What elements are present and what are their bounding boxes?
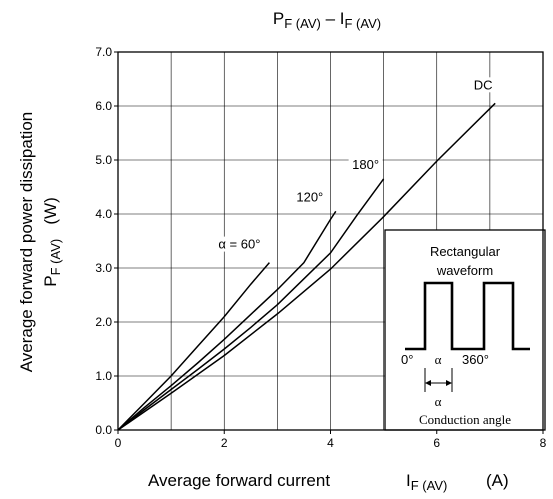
- y-sub: F (AV): [48, 239, 63, 276]
- x-unit: (A): [486, 471, 509, 490]
- series-label-bg: [473, 77, 493, 93]
- x-tick-label: 8: [540, 436, 547, 450]
- title-dash: –: [321, 9, 340, 28]
- chart-title: PF (AV) – IF (AV): [273, 9, 381, 31]
- inset-box: [384, 229, 546, 431]
- series-line: [117, 262, 270, 431]
- series-label-bg: [348, 156, 383, 172]
- x-tick-label: 6: [433, 436, 440, 450]
- y-tick-label: 0.0: [95, 423, 112, 437]
- x-label-text: Average forward current: [148, 471, 330, 490]
- series-label: α = 60°: [218, 237, 260, 252]
- y-tick-label: 6.0: [95, 99, 112, 113]
- y-axis-label: Average forward power dissipation PF (AV…: [17, 112, 63, 373]
- series-lines: [117, 102, 496, 431]
- y-tick-label: 2.0: [95, 315, 112, 329]
- series-labels: α = 60° 120° 180° DC: [211, 77, 493, 252]
- series-line: [117, 178, 385, 431]
- x-sub: F (AV): [411, 478, 448, 493]
- y-tick-label: 7.0: [95, 45, 112, 59]
- y-unit: (W): [41, 197, 60, 224]
- inset-caption: Conduction angle: [419, 412, 511, 427]
- inset-title-line2: waveform: [436, 263, 493, 278]
- inset-label-360: 360°: [462, 352, 489, 367]
- y-tick-label: 1.0: [95, 369, 112, 383]
- grid: [118, 52, 543, 430]
- x-tick-label: 0: [115, 436, 122, 450]
- waveform-line: [405, 281, 530, 351]
- y-tick-label: 3.0: [95, 261, 112, 275]
- title-symbol-i: I: [340, 9, 345, 28]
- series-line: [117, 210, 337, 431]
- inset-title-line1: Rectangular: [430, 244, 501, 259]
- y-unit-spacer: [41, 225, 60, 239]
- y-symbol: P: [41, 275, 60, 286]
- alpha-arrow-head-left: [425, 380, 431, 386]
- x-tick-label: 2: [221, 436, 228, 450]
- series-label: DC: [474, 77, 493, 92]
- series-line: [117, 102, 496, 431]
- alpha-arrow-head-right: [446, 380, 452, 386]
- title-sub-i: F (AV): [344, 16, 381, 31]
- series-label: 180°: [352, 157, 379, 172]
- inset-label-alpha-below: α: [435, 394, 442, 409]
- y-axis-label-line2: PF (AV) (W): [41, 197, 63, 286]
- inset-label-alpha: α: [435, 352, 442, 367]
- y-axis-label-line1: Average forward power dissipation: [17, 112, 36, 373]
- series-label-bg: [292, 189, 327, 205]
- series-label-bg: [211, 236, 268, 252]
- inset-label-0: 0°: [401, 352, 413, 367]
- x-tick-label: 4: [327, 436, 334, 450]
- x-axis-label: Average forward current IF (AV) (A): [148, 471, 509, 493]
- x-symbol: I: [406, 471, 411, 490]
- title-sub-p: F (AV): [284, 16, 321, 31]
- series-label: 120°: [296, 189, 323, 204]
- title-symbol-p: P: [273, 9, 284, 28]
- inset-waveform: Rectangular waveform 0° α 360° α Conduct…: [384, 229, 546, 431]
- tick-labels: 0 2 4 6 8 0.0 1.0 2.0 3.0 4.0 5.0 6.0 7.0: [95, 45, 546, 450]
- y-tick-label: 4.0: [95, 207, 112, 221]
- y-tick-label: 5.0: [95, 153, 112, 167]
- plot-frame: [117, 51, 544, 431]
